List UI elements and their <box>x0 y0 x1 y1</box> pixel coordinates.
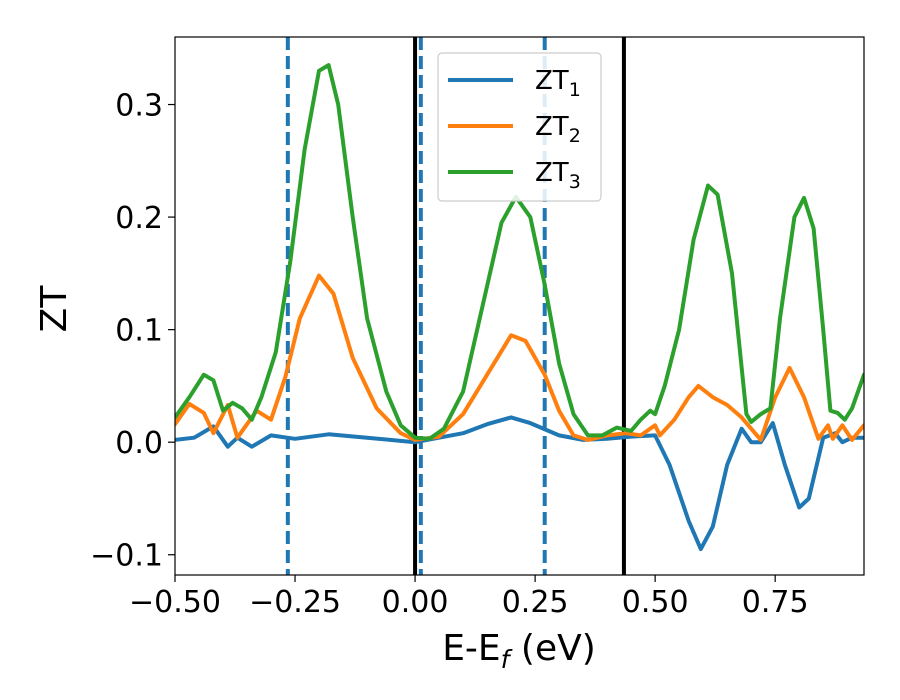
x-tick-label: 0.00 <box>382 585 449 620</box>
x-tick-label: 0.75 <box>742 585 809 620</box>
series-line-1 <box>175 415 864 552</box>
y-tick-label: 0.0 <box>115 426 163 461</box>
series-line-3 <box>175 63 864 441</box>
series-line-2 <box>175 273 864 442</box>
legend-label-main: ZT <box>535 112 569 142</box>
reference-lines <box>285 37 626 575</box>
y-tick-label: 0.1 <box>115 314 163 349</box>
x-tick-label: 0.50 <box>622 585 689 620</box>
x-axis-label-main: E-E <box>442 628 500 669</box>
y-tick-label: −0.1 <box>90 539 163 574</box>
legend-label-sub: 1 <box>569 79 581 101</box>
legend-label-main: ZT <box>535 66 569 96</box>
y-tick-label: 0.3 <box>115 89 163 124</box>
legend-label-3: ZT3 <box>535 158 581 193</box>
series-layer <box>175 63 864 552</box>
legend-label-2: ZT2 <box>535 112 581 147</box>
x-tick-label: −0.50 <box>129 585 221 620</box>
legend-label-sub: 3 <box>569 171 581 193</box>
legend-label-main: ZT <box>535 158 569 188</box>
x-axis: −0.50 −0.25 0.00 0.25 0.50 0.75 <box>129 575 809 620</box>
legend-label-sub: 2 <box>569 125 581 147</box>
x-tick-label: −0.25 <box>249 585 341 620</box>
legend-box <box>437 52 602 202</box>
x-tick-label: 0.25 <box>502 585 569 620</box>
x-axis-label: E-Ef (eV) <box>442 628 596 674</box>
legend-label-1: ZT1 <box>535 66 581 101</box>
y-axis: −0.1 0.0 0.1 0.2 0.3 <box>90 89 175 574</box>
y-axis-label: ZT <box>34 285 75 333</box>
x-axis-label-suffix: (eV) <box>509 628 595 669</box>
plot-frame <box>174 36 865 576</box>
y-tick-label: 0.2 <box>115 201 163 236</box>
